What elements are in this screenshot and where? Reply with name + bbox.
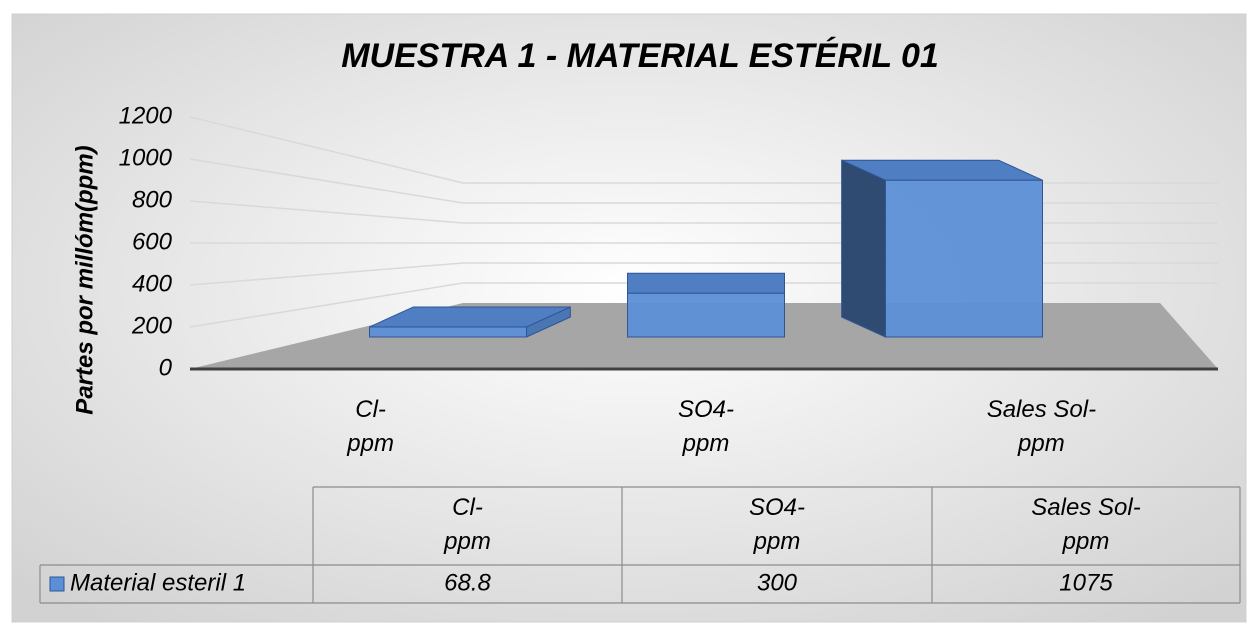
bar xyxy=(627,272,785,338)
y-tick-label: 0 xyxy=(159,354,173,381)
table-value: 300 xyxy=(757,569,798,596)
bar-side xyxy=(841,159,886,338)
x-tick-label: Sales Sol-ppm xyxy=(987,396,1096,457)
y-tick-label: 1000 xyxy=(119,144,173,171)
bar-front xyxy=(369,326,527,338)
bar-top xyxy=(627,272,785,294)
legend-label: Material esteril 1 xyxy=(70,569,246,596)
table-value: 1075 xyxy=(1059,569,1113,596)
x-tick-label: Cl-ppm xyxy=(346,396,394,457)
legend-swatch xyxy=(49,576,65,592)
bar-front xyxy=(627,292,785,338)
bar xyxy=(369,306,571,338)
y-tick-label: 400 xyxy=(132,270,173,297)
bar-front xyxy=(885,179,1043,338)
chart-title: MUESTRA 1 - MATERIAL ESTÉRIL 01 xyxy=(341,37,939,75)
table-value: 68.8 xyxy=(444,569,491,596)
y-tick-label: 600 xyxy=(132,228,173,255)
bar xyxy=(841,159,1043,338)
y-tick-label: 1200 xyxy=(119,102,173,129)
y-tick-label: 200 xyxy=(131,312,173,339)
table-header: Sales Sol-ppm xyxy=(1031,494,1140,555)
table-header: Cl-ppm xyxy=(443,494,491,555)
x-tick-label: SO4-ppm xyxy=(678,396,734,457)
table-header: SO4-ppm xyxy=(749,494,805,555)
y-axis-label: Partes por millóm(ppm) xyxy=(71,145,98,414)
y-tick-label: 800 xyxy=(132,186,173,213)
